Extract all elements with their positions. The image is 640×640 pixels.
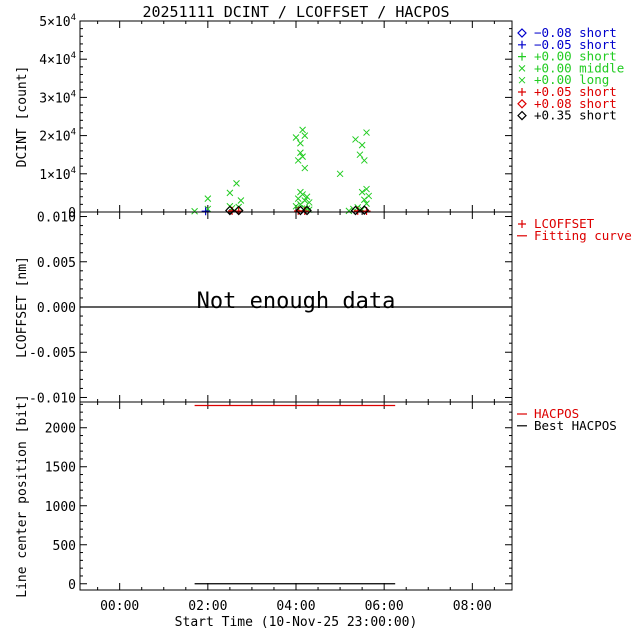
y-tick-exponent: 4	[71, 166, 76, 176]
y-axis-label: LCOFFSET [nm]	[15, 256, 30, 358]
data-point	[299, 126, 306, 134]
legend-label: +0.05 short	[534, 84, 617, 99]
legend-label: +0.08 short	[534, 96, 617, 111]
y-tick-label: 0	[68, 578, 76, 593]
legend-label: Fitting curve	[534, 228, 632, 243]
y-tick-label: 2000	[45, 422, 76, 437]
data-point	[297, 149, 304, 157]
legend-marker	[517, 110, 527, 121]
y-tick-exponent: 4	[71, 13, 76, 23]
data-point	[345, 207, 353, 215]
legend-marker	[518, 40, 526, 49]
x-tick-label: 08:00	[453, 599, 492, 614]
x-tick-label: 00:00	[100, 599, 139, 614]
x-tick-label: 02:00	[188, 599, 227, 614]
y-tick-label: 0	[68, 206, 76, 221]
data-point	[292, 134, 300, 141]
panel-2: -0.010 -0.005 0.000 0.005 0.010 LCOFFSET [nm]…	[15, 211, 632, 407]
data-point	[301, 164, 309, 172]
legend-marker	[518, 220, 526, 228]
data-point	[336, 170, 344, 178]
data-point	[302, 205, 312, 216]
data-point	[363, 129, 370, 136]
plot-frame	[79, 20, 513, 213]
y-axis-label: DCINT [count]	[15, 66, 30, 168]
y-tick-label: -0.010	[29, 391, 76, 406]
series-−0.05 short	[201, 207, 210, 216]
x-tick-label: 04:00	[276, 599, 315, 614]
legend-label: +0.00 middle	[534, 60, 624, 75]
y-tick-label: -0.005	[29, 346, 76, 361]
x-tick-label: 06:00	[365, 599, 404, 614]
legend-label: +0.00 long	[534, 72, 609, 87]
y-tick-label: 1000	[45, 500, 76, 515]
data-point	[233, 205, 244, 216]
data-point	[237, 197, 245, 204]
data-point	[299, 153, 306, 160]
legend-marker	[517, 98, 527, 109]
data-point	[363, 185, 370, 193]
x-axis-label: Start Time (10-Nov-25 23:00:00)	[175, 615, 418, 630]
legend-label: +0.35 short	[534, 108, 617, 123]
panel-3: 00:00 02:00 04:00 06:00 08:00 0 500 1000 1500 200…	[15, 394, 617, 614]
legend-marker	[518, 65, 526, 72]
legend-marker	[518, 52, 526, 61]
data-point	[360, 196, 368, 204]
y-tick-label: 1500	[45, 461, 76, 476]
data-point	[191, 207, 198, 215]
legend-label: −0.08 short	[534, 25, 617, 40]
data-point	[350, 205, 361, 216]
data-point	[295, 205, 306, 216]
legend-label: −0.05 short	[534, 37, 617, 52]
y-tick-exponent: 4	[71, 51, 76, 61]
annotation-text: Not enough data	[197, 289, 396, 314]
plot-frame	[79, 401, 513, 591]
chart-title: 20251111 DCINT / LCOFFSET / HACPOS	[142, 3, 449, 21]
data-point	[352, 136, 359, 143]
y-tick-label: 3×104	[39, 89, 76, 106]
series-+0.00 middle	[191, 126, 373, 215]
y-tick-label: 2×104	[39, 128, 76, 145]
y-tick-label: 5×104	[39, 13, 76, 30]
legend-marker	[518, 88, 526, 96]
data-point	[356, 151, 364, 159]
y-tick-label: 1×104	[39, 166, 76, 183]
series-+0.35 short	[225, 205, 370, 216]
data-point	[301, 132, 309, 139]
legend-label: Best HACPOS	[534, 418, 617, 433]
y-tick-label: 0.005	[37, 256, 76, 271]
data-point	[297, 139, 304, 147]
data-point	[359, 205, 370, 215]
y-tick-exponent: 4	[71, 89, 76, 99]
y-axis-label: Line center position [bit]	[15, 394, 30, 598]
data-point	[204, 195, 212, 202]
legend-label: LCOFFSET	[534, 216, 595, 231]
data-point	[233, 179, 240, 187]
data-point	[358, 188, 366, 196]
data-point	[305, 199, 313, 206]
y-tick-exponent: 4	[71, 128, 76, 138]
chart-panels: 0 1×104 2×104 3×104 4×104 5×104 DCINT [count] −…	[15, 13, 632, 614]
data-point	[226, 189, 234, 197]
y-tick-label: 4×104	[39, 51, 76, 68]
y-tick-label: 500	[53, 539, 76, 554]
data-point	[303, 193, 311, 201]
legend-label: HACPOS	[534, 406, 579, 421]
panel-1: 0 1×104 2×104 3×104 4×104 5×104 DCINT [count] −…	[15, 13, 624, 221]
y-tick-label: 0.000	[37, 301, 76, 316]
data-point	[360, 157, 368, 164]
y-tick-label: 0.010	[37, 211, 76, 226]
legend-label: +0.00 short	[534, 49, 617, 64]
legend-marker	[518, 76, 526, 84]
data-point	[358, 141, 366, 149]
data-point	[201, 207, 210, 216]
legend-marker	[517, 28, 527, 38]
data-point	[294, 195, 302, 202]
